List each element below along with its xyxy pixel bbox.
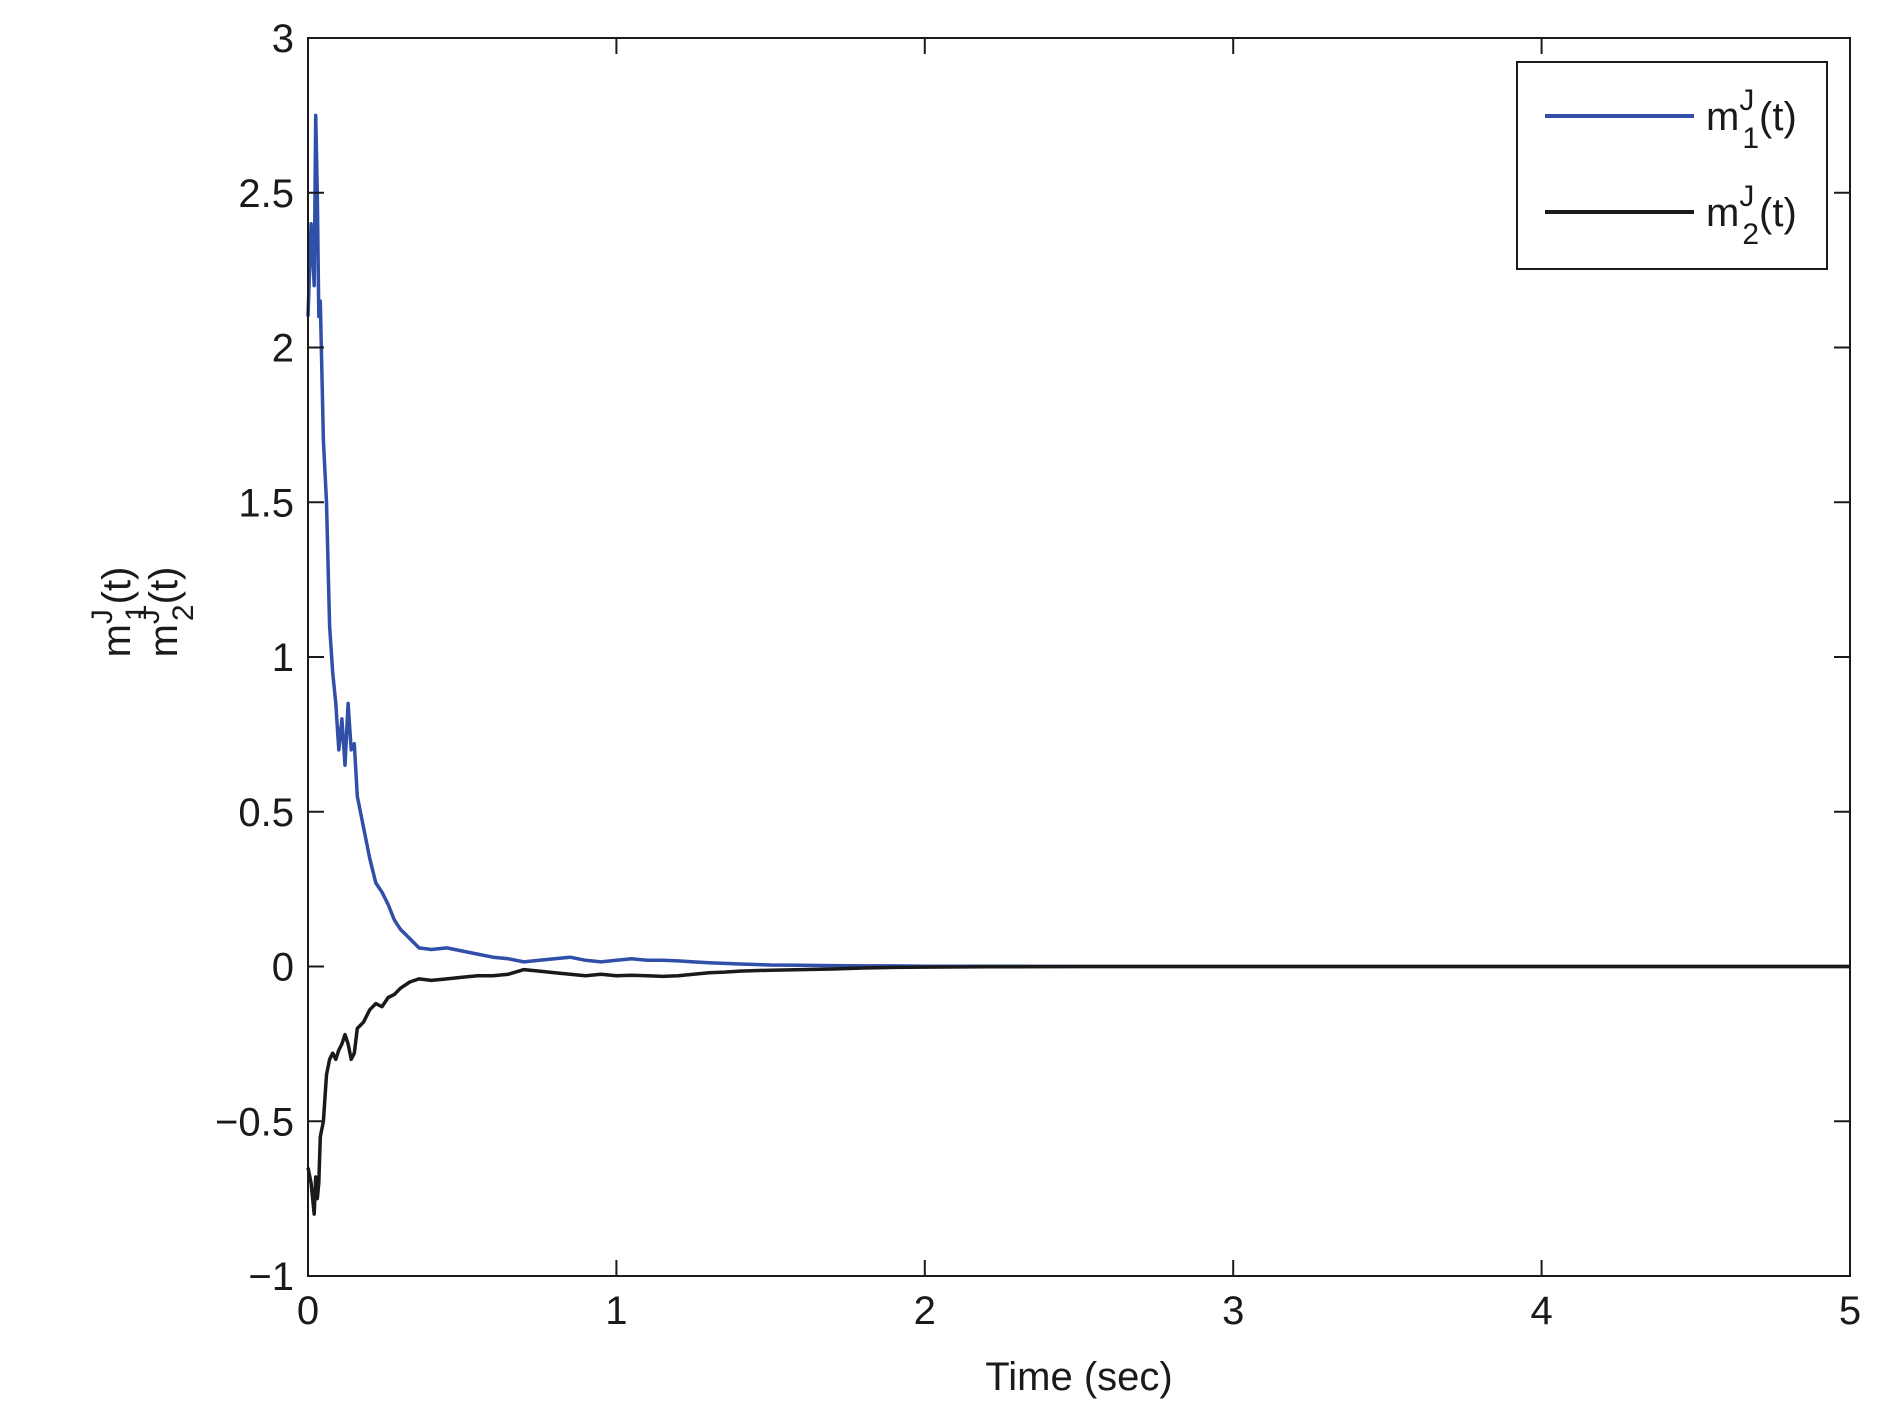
legend-label-series-2: mJ 2(t) <box>1706 180 1797 251</box>
legend-box <box>1516 61 1828 270</box>
x-tick-label: 0 <box>297 1289 319 1333</box>
x-tick-label: 5 <box>1839 1289 1861 1333</box>
y-tick-label: 0.5 <box>238 791 294 835</box>
legend: mJ 1(t) mJ 2(t) <box>1516 61 1828 270</box>
y-axis-title-line2: mJ2(t) <box>133 567 200 658</box>
y-axis-title: mJ1(t) mJ2(t) <box>86 567 200 658</box>
legend-label-series-2-sub: 2 <box>1742 218 1759 251</box>
legend-label-series-1-sub: 1 <box>1742 122 1759 155</box>
legend-label-series-1-sup: J <box>1739 84 1754 117</box>
y-tick-label: 1 <box>272 636 294 680</box>
y-axis-title-line1-tail: (t) <box>95 567 139 605</box>
y-tick-label: 2.5 <box>238 172 294 216</box>
legend-label-series-2-base: m <box>1706 191 1739 235</box>
x-axis-title: Time (sec) <box>985 1355 1172 1399</box>
y-tick-label: 0 <box>272 946 294 990</box>
plot-frame <box>307 37 1851 1277</box>
y-tick-label: −1 <box>248 1255 294 1299</box>
y-axis-title-line2-tail: (t) <box>142 567 186 605</box>
legend-label-series-1: mJ 1(t) <box>1706 84 1797 155</box>
y-tick-label: −0.5 <box>215 1100 294 1144</box>
series-layer <box>306 113 1850 1216</box>
legend-label-series-2-sup: J <box>1739 180 1754 213</box>
y-tick-labels: −1 −0.5 0 0.5 1 1.5 2 2.5 3 <box>215 17 294 1299</box>
y-tick-label: 3 <box>272 17 294 61</box>
x-tick-label: 4 <box>1530 1289 1552 1333</box>
x-tick-label: 3 <box>1222 1289 1244 1333</box>
y-axis-title-line1: mJ1(t) <box>86 567 153 658</box>
series-line-2 <box>306 964 1850 1216</box>
y-axis-title-line2-base: m <box>142 624 186 657</box>
legend-label-series-1-base: m <box>1706 95 1739 139</box>
x-tick-labels: 0 1 2 3 4 5 <box>297 1289 1861 1333</box>
legend-label-series-1-tail: (t) <box>1759 95 1797 139</box>
x-tick-label: 2 <box>914 1289 936 1333</box>
y-axis-title-line1-base: m <box>95 624 139 657</box>
y-tick-label: 1.5 <box>238 481 294 525</box>
y-tick-label: 2 <box>272 327 294 371</box>
y-axis-title-line2-sub: 2 <box>167 604 200 621</box>
x-tick-label: 1 <box>605 1289 627 1333</box>
y-axis-title-line2-sup: J <box>133 609 166 624</box>
y-axis-title-line1-sup: J <box>86 609 119 624</box>
series-line-1 <box>306 113 1850 969</box>
legend-label-series-2-tail: (t) <box>1759 191 1797 235</box>
y-axis-title-line1-sub: 1 <box>120 604 153 621</box>
